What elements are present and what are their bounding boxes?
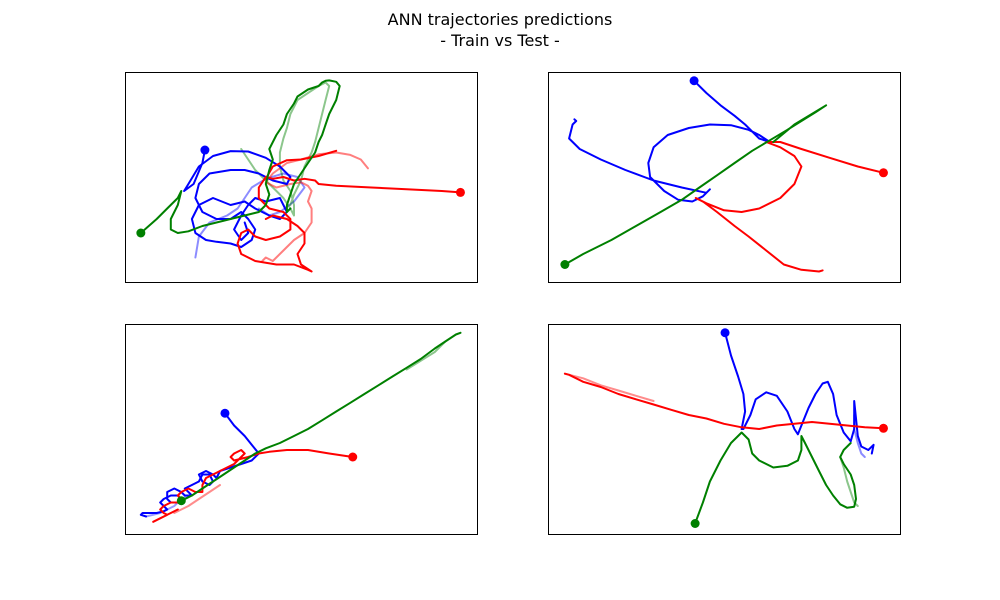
axes-frame xyxy=(548,72,901,283)
green-start-marker xyxy=(690,519,700,528)
green-trajectory-line xyxy=(563,104,828,266)
blue-start-marker xyxy=(220,408,230,418)
blue-trajectory-line xyxy=(139,412,260,518)
figure-title-line-2: - Train vs Test - xyxy=(440,31,560,50)
red-start-marker xyxy=(455,187,465,197)
red-trajectory-line xyxy=(694,141,885,273)
green-trajectory-line xyxy=(139,79,341,234)
red-start-marker xyxy=(348,452,358,462)
red-start-marker xyxy=(878,423,888,433)
blue-trajectory-line xyxy=(724,331,875,455)
panel-bottom-right xyxy=(548,324,901,535)
red-trajectory-line-faded xyxy=(563,372,655,402)
figure-title-line-1: ANN trajectories predictions xyxy=(387,10,613,29)
blue-trajectory-line xyxy=(183,149,292,248)
red-trajectory-line-faded xyxy=(173,484,221,514)
red-trajectory-line-faded xyxy=(261,151,369,262)
green-trajectory-line xyxy=(694,431,857,525)
red-trajectory-line xyxy=(152,449,354,523)
panel-top-left xyxy=(125,72,478,283)
axes-frame xyxy=(125,324,478,535)
green-start-marker xyxy=(176,496,186,506)
blue-start-marker xyxy=(689,76,699,86)
panel-bottom-left xyxy=(125,324,478,535)
figure-title: ANN trajectories predictions - Train vs … xyxy=(0,9,1000,51)
red-trajectory-line xyxy=(563,372,885,430)
axes-frame xyxy=(548,324,901,535)
blue-start-marker xyxy=(200,145,210,155)
green-trajectory-line xyxy=(180,331,462,502)
blue-start-marker xyxy=(720,328,730,338)
red-trajectory-line xyxy=(264,149,338,180)
panel-plot-area xyxy=(563,331,885,525)
panel-top-right xyxy=(548,72,901,283)
green-trajectory-line-faded xyxy=(240,81,331,217)
red-trajectory-line xyxy=(236,176,462,273)
panel-plot-area xyxy=(139,331,462,523)
panel-plot-area xyxy=(139,79,462,273)
green-start-marker xyxy=(560,260,570,269)
red-start-marker xyxy=(878,168,888,178)
axes-frame xyxy=(125,72,478,283)
blue-trajectory-line xyxy=(568,79,771,203)
green-start-marker xyxy=(136,228,146,238)
panel-plot-area xyxy=(563,79,885,273)
